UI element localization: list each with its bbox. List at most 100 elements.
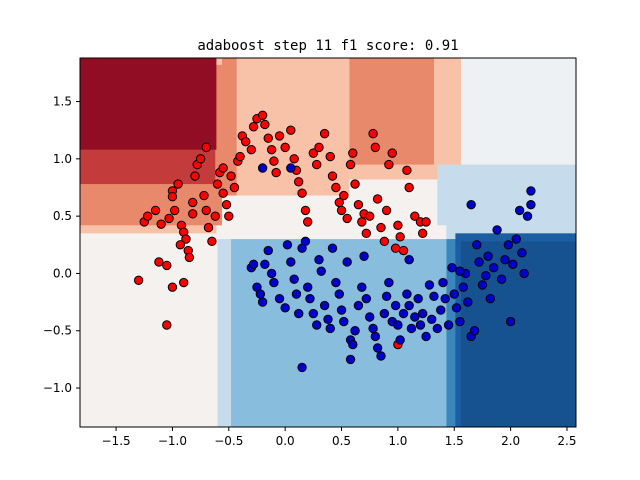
point-red-10: [169, 205, 180, 216]
point-blue-21: [305, 293, 315, 304]
point-blue-12: [282, 240, 293, 250]
point-red-80: [376, 222, 386, 233]
point-red-59: [312, 159, 322, 170]
point-red-17: [188, 209, 198, 219]
point-blue-80: [472, 240, 482, 250]
point-red-7: [164, 213, 174, 224]
point-blue-91: [505, 316, 516, 327]
point-red-84: [387, 148, 397, 158]
point-blue-104: [404, 254, 414, 265]
point-blue-31: [334, 289, 344, 299]
point-red-44: [260, 119, 270, 130]
point-red-47: [269, 156, 279, 166]
point-red-25: [203, 222, 214, 233]
point-red-72: [353, 199, 364, 210]
point-blue-74: [455, 316, 465, 327]
point-blue-82: [477, 280, 488, 290]
point-red-64: [331, 182, 341, 193]
point-blue-68: [438, 277, 448, 288]
x-tick-label: 0.5: [332, 434, 351, 448]
point-red-60: [314, 142, 324, 153]
point-blue-30: [331, 277, 341, 288]
point-red-26: [207, 236, 217, 247]
point-red-31: [218, 188, 228, 198]
point-red-34: [226, 171, 236, 181]
decision-region-15: [461, 241, 576, 427]
point-blue-59: [413, 293, 423, 304]
point-blue-4: [255, 289, 266, 299]
point-blue-79: [469, 326, 480, 336]
decision-region-16: [231, 225, 447, 240]
decision-regions: [80, 58, 576, 427]
point-red-78: [370, 142, 381, 153]
point-red-51: [286, 125, 296, 135]
point-blue-77: [463, 297, 473, 307]
point-red-33: [224, 211, 234, 221]
point-red-63: [327, 171, 338, 181]
x-tick-label: 2.0: [501, 434, 520, 448]
point-red-61: [319, 128, 330, 139]
point-blue-38: [353, 300, 364, 311]
point-red-49: [274, 131, 285, 141]
point-blue-53: [395, 335, 405, 345]
point-red-4: [156, 219, 166, 229]
point-red-6: [162, 260, 172, 271]
decision-region-8: [80, 58, 217, 150]
point-blue-48: [381, 291, 392, 302]
x-tick-label: 2.5: [557, 434, 576, 448]
point-red-46: [266, 144, 277, 155]
point-blue-47: [379, 308, 390, 319]
point-blue-69: [440, 293, 450, 304]
point-red-70: [348, 148, 358, 158]
point-blue-45: [372, 343, 383, 353]
point-blue-36: [348, 339, 358, 350]
point-red-41: [248, 122, 259, 132]
point-blue-55: [402, 289, 412, 299]
point-blue-40: [359, 251, 369, 261]
point-red-23: [199, 190, 209, 201]
point-red-5: [154, 257, 164, 267]
point-red-52: [289, 154, 299, 164]
point-red-19: [190, 171, 200, 181]
point-red-24: [201, 205, 211, 216]
point-red-83: [384, 159, 394, 170]
point-blue-24: [314, 254, 324, 265]
point-blue-97: [522, 211, 533, 221]
decision-region-10: [437, 164, 576, 240]
y-tick-label: 1.0: [53, 152, 72, 166]
point-blue-102: [297, 362, 307, 373]
data-points: [133, 110, 536, 373]
point-red-71: [350, 179, 360, 189]
point-red-37: [235, 151, 245, 162]
point-red-97: [167, 282, 178, 292]
point-blue-17: [293, 308, 304, 319]
x-tick-label: 1.5: [445, 434, 464, 448]
point-red-14: [181, 234, 191, 244]
point-blue-10: [274, 293, 285, 304]
point-red-88: [398, 245, 409, 256]
point-blue-73: [451, 303, 462, 313]
point-red-79: [372, 194, 383, 204]
point-blue-32: [336, 305, 347, 315]
point-blue-39: [357, 282, 367, 292]
point-blue-64: [427, 314, 437, 324]
point-blue-72: [449, 289, 459, 299]
point-blue-20: [303, 282, 313, 292]
y-tick-label: −0.5: [43, 324, 72, 338]
point-blue-94: [514, 205, 525, 216]
point-blue-93: [511, 234, 521, 244]
point-blue-66: [432, 323, 443, 334]
point-blue-85: [485, 293, 496, 304]
point-blue-26: [319, 300, 330, 311]
point-red-22: [201, 142, 211, 153]
point-blue-5: [257, 297, 268, 307]
point-blue-63: [424, 280, 435, 290]
point-red-18: [188, 197, 198, 208]
point-red-32: [221, 199, 232, 210]
point-blue-96: [519, 268, 529, 279]
point-blue-87: [492, 225, 502, 235]
point-blue-28: [325, 323, 335, 334]
point-blue-103: [345, 354, 356, 365]
point-red-39: [241, 136, 251, 147]
